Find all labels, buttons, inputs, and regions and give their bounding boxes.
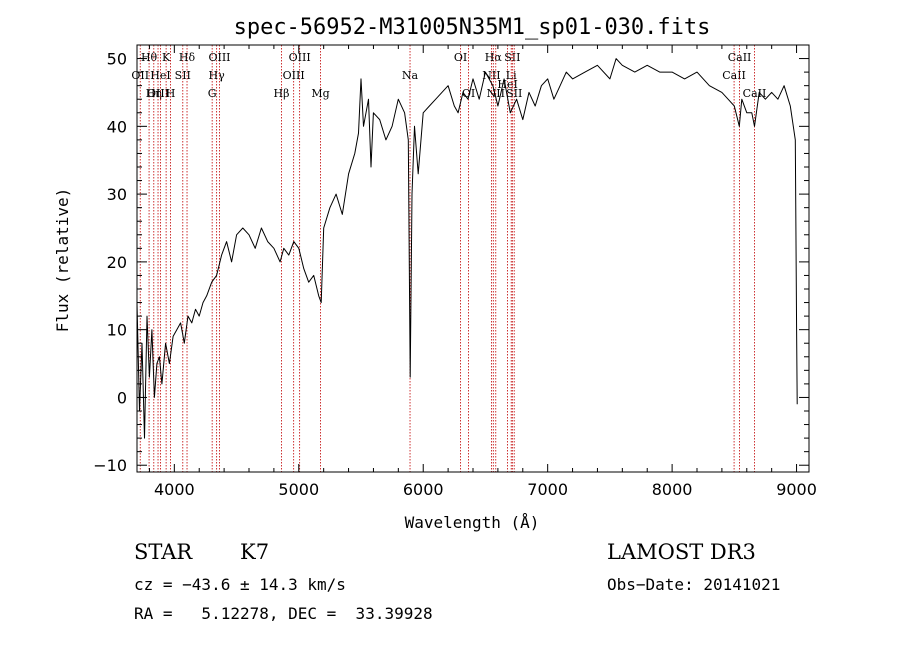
series-layer — [136, 58, 798, 439]
object-subclass: K7 — [240, 540, 270, 564]
spectral-lines-layer: OIIHθHηOIIIHeIKHSIIHδGHγOIIIHβOIIIOIIIMg… — [131, 45, 766, 472]
spectral-line-label: CaII — [728, 51, 752, 64]
spectral-line-label: OIII — [289, 51, 311, 64]
observation-date: Obs−Date: 20141021 — [607, 575, 781, 594]
y-tick-label: 20 — [107, 253, 127, 272]
spectral-line-label: Hθ — [141, 51, 158, 64]
spectral-line-label: OIII — [147, 87, 169, 100]
spectral-line-label: Hα — [485, 51, 503, 64]
spectral-line-label: OI — [454, 51, 467, 64]
y-tick-label: 0 — [117, 388, 127, 407]
x-tick-label: 6000 — [403, 480, 444, 499]
chart-title: spec-56952-M31005N35M1_sp01-030.fits — [234, 15, 711, 40]
spectral-line-label: SII — [506, 87, 522, 100]
survey-name: LAMOST DR3 — [607, 540, 756, 564]
y-tick-label: 50 — [107, 50, 127, 69]
spectral-line-label: OIII — [208, 51, 230, 64]
spectrum-series-line — [136, 58, 798, 439]
spectral-line-label: OIII — [283, 69, 305, 82]
object-class: STAR — [134, 540, 193, 564]
x-tick-label: 7000 — [527, 480, 568, 499]
spectral-line-label: Hδ — [179, 51, 196, 64]
sky-coordinates: RA = 5.12278, DEC = 33.39928 — [134, 604, 433, 623]
spectral-line-label: CaII — [743, 87, 767, 100]
redshift-cz: cz = −43.6 ± 14.3 km/s — [134, 575, 346, 594]
spectral-line-label: OI — [462, 87, 475, 100]
ticks-layer: 4000 5000 6000 7000 8000 9000 −10 0 10 20 30 40 50 — [93, 45, 817, 499]
x-tick-label: 5000 — [278, 480, 319, 499]
spectral-line-label: OII — [131, 69, 149, 82]
spectral-line-label: Mg — [311, 87, 329, 100]
y-axis-label: Flux (relative) — [53, 188, 72, 333]
y-tick-label: −10 — [93, 456, 127, 475]
x-tick-label: 8000 — [652, 480, 693, 499]
y-tick-label: 40 — [107, 117, 127, 136]
spectral-line-label: CaII — [722, 69, 746, 82]
spectral-line-label: G — [208, 87, 217, 100]
x-axis-label: Wavelength (Å) — [405, 513, 540, 532]
spectral-line-label: HeI — [150, 69, 170, 82]
y-tick-label: 30 — [107, 185, 127, 204]
spectral-line-label: K — [162, 51, 171, 64]
spectral-line-label: SII — [175, 69, 191, 82]
y-tick-label: 10 — [107, 321, 127, 340]
spectral-line-label: Li — [506, 69, 517, 82]
spectral-line-label: H — [166, 87, 176, 100]
x-tick-label: 9000 — [776, 480, 817, 499]
spectral-line-label: Na — [402, 69, 419, 82]
plot-frame — [136, 44, 810, 473]
spectral-line-label: Hβ — [274, 87, 290, 100]
spectral-line-label: SII — [504, 51, 520, 64]
spectral-line-label: Hγ — [209, 69, 226, 82]
x-tick-label: 4000 — [154, 480, 195, 499]
